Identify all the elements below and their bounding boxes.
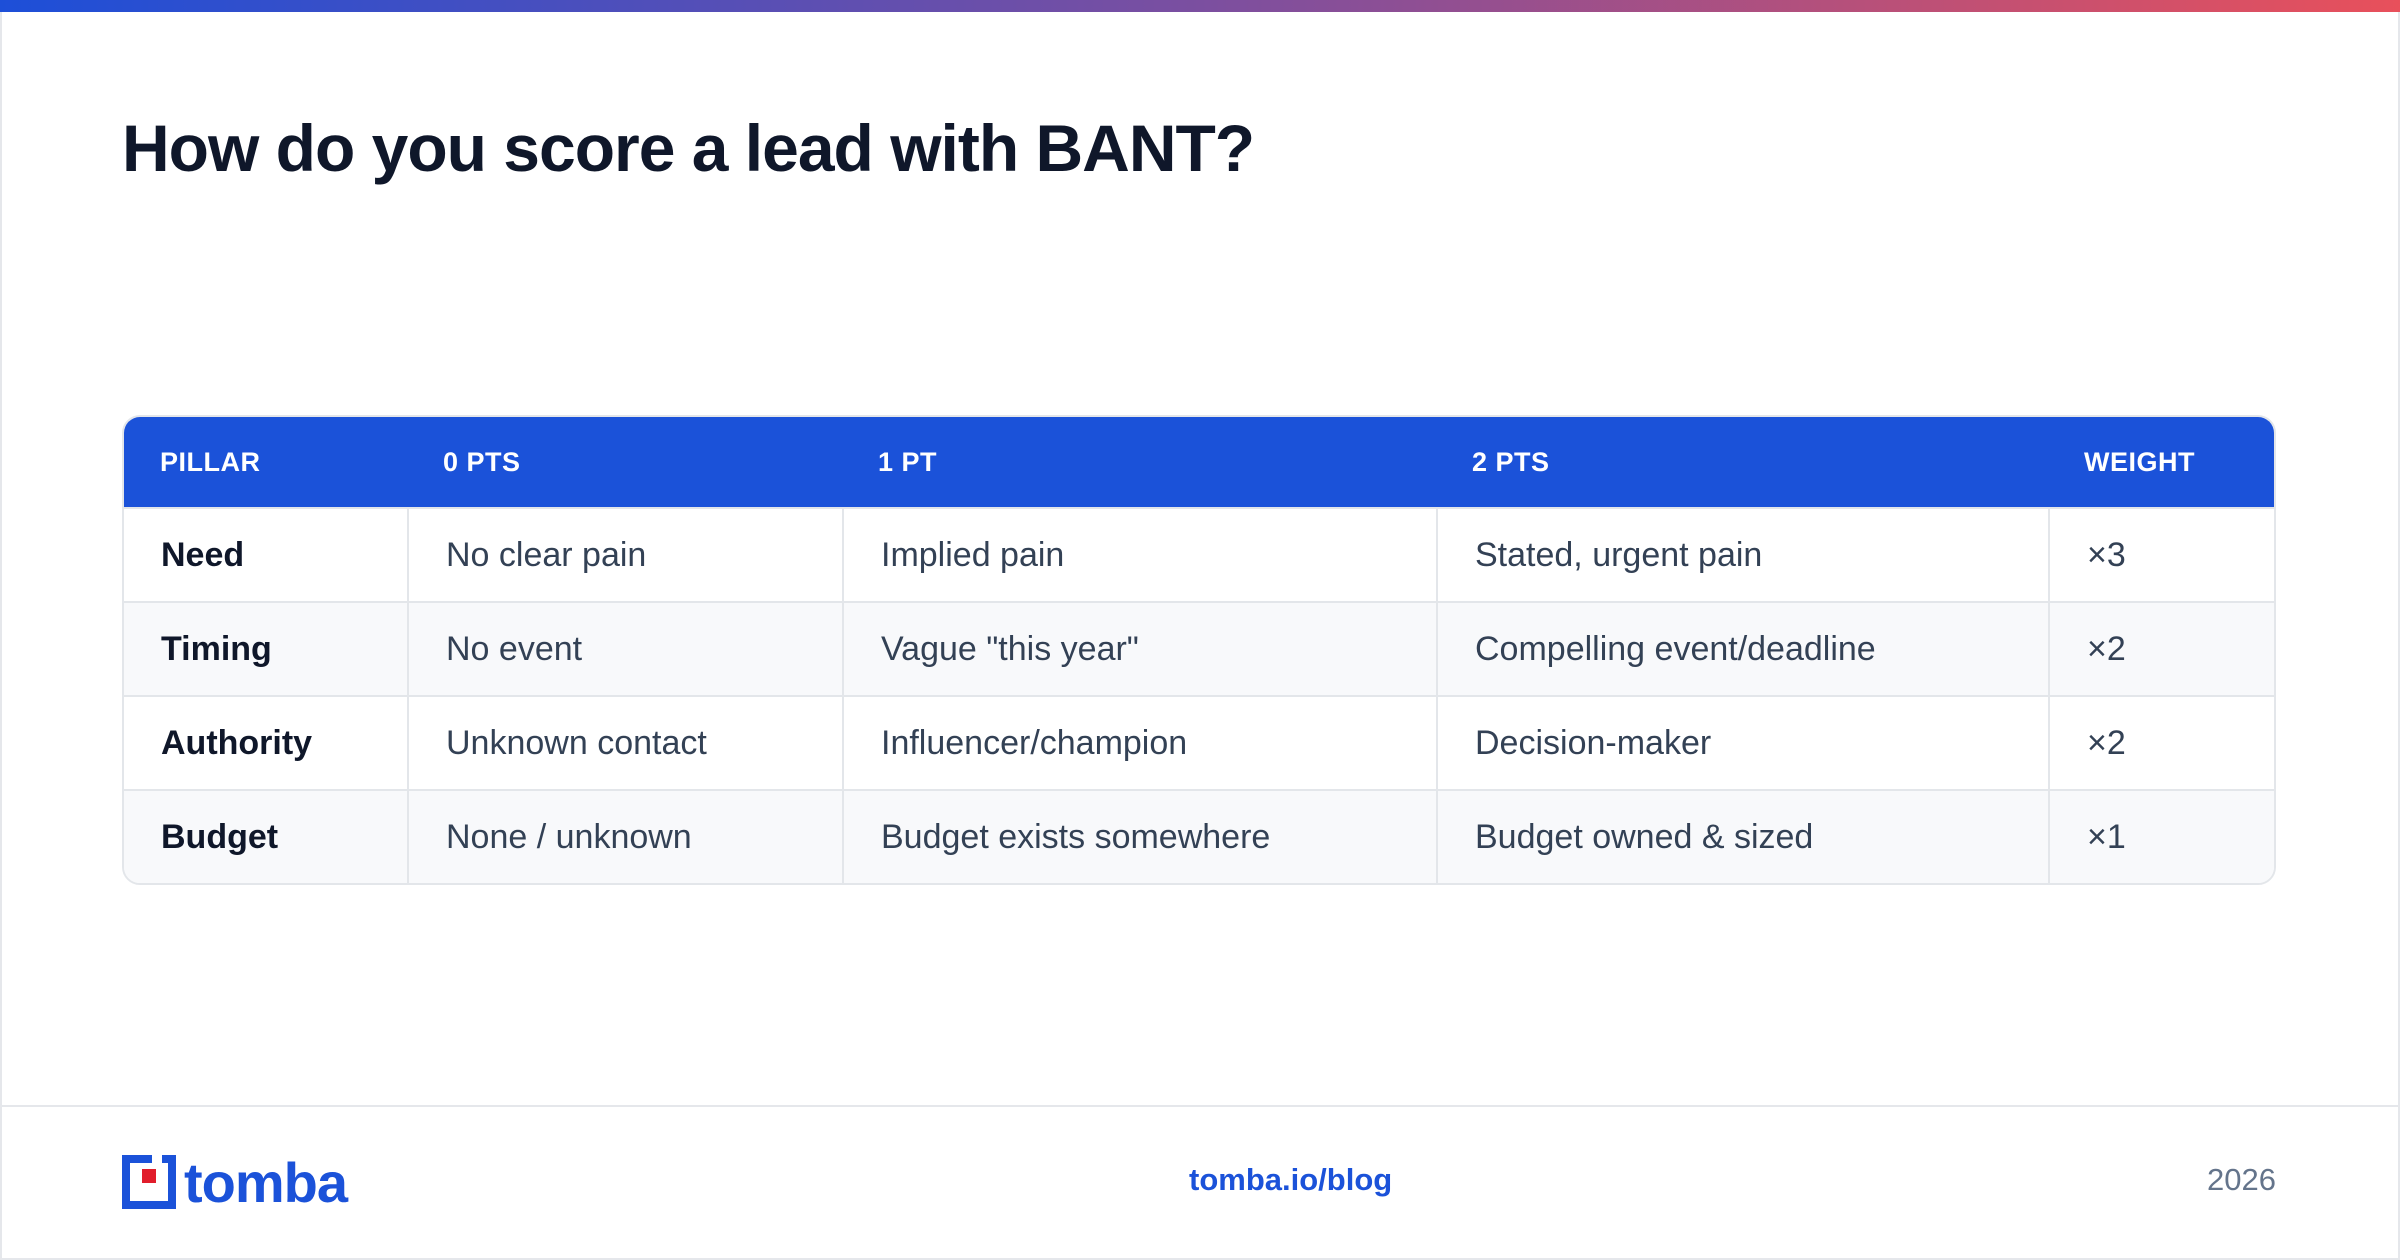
cell: ×2 xyxy=(2048,695,2274,789)
cell: Stated, urgent pain xyxy=(1436,507,2048,601)
logo: tomba xyxy=(122,1151,348,1214)
cell: Compelling event/deadline xyxy=(1436,601,2048,695)
cell: Vague "this year" xyxy=(842,601,1436,695)
logo-icon xyxy=(122,1155,176,1209)
cell: No event xyxy=(407,601,842,695)
cell: ×1 xyxy=(2048,789,2274,883)
cell: Budget owned & sized xyxy=(1436,789,2048,883)
cell: Budget exists somewhere xyxy=(842,789,1436,883)
blog-link[interactable]: tomba.io/blog xyxy=(1189,1162,1393,1197)
column-header: WEIGHT xyxy=(2048,417,2274,507)
column-header: 2 PTS xyxy=(1436,417,2048,507)
scoring-table: PILLAR 0 PTS 1 PT 2 PTS WEIGHT Need No clear p… xyxy=(122,415,2276,885)
cell: No clear pain xyxy=(407,507,842,601)
cell: Decision-maker xyxy=(1436,695,2048,789)
row-header: Budget xyxy=(124,789,407,883)
column-header: PILLAR xyxy=(124,417,407,507)
title: How do you score a lead with BANT? xyxy=(122,111,1255,185)
cell: Unknown contact xyxy=(407,695,842,789)
row-header: Authority xyxy=(124,695,407,789)
cell: Implied pain xyxy=(842,507,1436,601)
row-header: Need xyxy=(124,507,407,601)
year: 2026 xyxy=(2207,1162,2276,1197)
cell: None / unknown xyxy=(407,789,842,883)
cell: Influencer/champion xyxy=(842,695,1436,789)
column-header: 1 PT xyxy=(842,417,1436,507)
accent-bar xyxy=(0,0,2400,12)
cell: ×3 xyxy=(2048,507,2274,601)
cell: ×2 xyxy=(2048,601,2274,695)
row-header: Timing xyxy=(124,601,407,695)
column-header: 0 PTS xyxy=(407,417,842,507)
logo-text: tomba xyxy=(184,1150,348,1214)
footer-divider xyxy=(0,1105,2400,1107)
